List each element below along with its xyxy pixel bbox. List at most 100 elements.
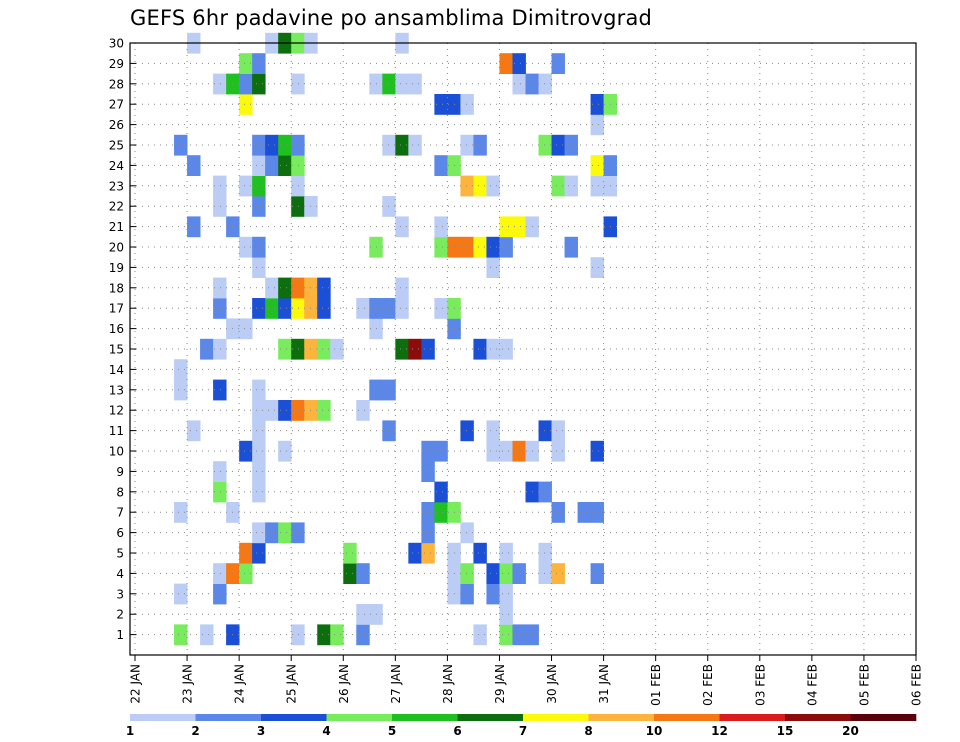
heat-cell [473, 338, 487, 360]
heat-cell [291, 175, 305, 197]
heat-cell [499, 236, 513, 258]
heat-cell [265, 277, 279, 299]
heat-cell [395, 338, 409, 360]
heat-cell [512, 53, 526, 74]
heat-cell [291, 73, 305, 95]
heat-cell [239, 175, 253, 197]
y-tick-label: 15 [109, 343, 124, 357]
x-tick-label: 30 JAN [545, 664, 559, 704]
heat-cell [486, 563, 500, 584]
heat-cell [187, 216, 201, 238]
heat-cell [538, 73, 552, 95]
x-tick-label: 28 JAN [441, 664, 455, 704]
heat-cell [213, 73, 227, 95]
colorbar-swatch [326, 714, 393, 721]
heat-cell [499, 338, 513, 360]
chart-title: GEFS 6hr padavine po ansamblima Dimitrov… [130, 6, 653, 30]
colorbar-swatch [850, 714, 917, 721]
heat-cell [174, 134, 188, 156]
heat-cell [213, 175, 227, 197]
heat-cell [252, 400, 266, 421]
heat-cell [460, 175, 474, 197]
y-axis: 1234567891011121314151617181920212223242… [109, 37, 136, 642]
heat-cell [382, 73, 396, 95]
heat-cell [252, 481, 266, 503]
heat-cell [239, 53, 253, 74]
heat-cell [291, 522, 305, 544]
heat-cell [291, 196, 305, 217]
heat-cell [174, 379, 188, 401]
heat-cell [291, 624, 305, 646]
heat-cell [395, 134, 409, 156]
heat-cell [278, 440, 292, 462]
heat-cell [460, 522, 474, 544]
heat-cell [486, 420, 500, 442]
heat-cell [213, 196, 227, 217]
heat-cell [434, 94, 448, 115]
heat-cell [239, 318, 253, 340]
heat-cell [200, 624, 214, 646]
heat-cell [278, 277, 292, 299]
heat-cell [421, 502, 435, 523]
colorbar-swatch [654, 714, 720, 721]
heat-cell [551, 440, 565, 462]
heat-cell [473, 175, 487, 197]
x-tick-label: 06 FEB [910, 664, 924, 706]
heat-cell [213, 583, 227, 605]
y-tick-label: 5 [116, 547, 124, 561]
heat-cell [473, 134, 487, 156]
heat-cell [330, 338, 344, 360]
colorbar-swatch [785, 714, 851, 721]
heat-cell [252, 257, 266, 278]
y-tick-label: 8 [116, 485, 124, 499]
heat-cell [460, 583, 474, 605]
heat-cell [200, 338, 214, 360]
heat-cell [551, 175, 565, 197]
heat-cell [213, 481, 227, 503]
heat-cell [395, 73, 409, 95]
heat-cell [265, 155, 279, 176]
heat-cell [252, 196, 266, 217]
y-tick-label: 23 [109, 179, 124, 193]
heat-cell [265, 134, 279, 156]
heat-cell [252, 175, 266, 197]
colorbar-swatch [261, 714, 327, 721]
heat-cell [590, 155, 604, 176]
y-tick-label: 1 [116, 628, 124, 642]
y-tick-label: 7 [116, 506, 124, 520]
y-tick-label: 3 [116, 587, 124, 601]
heat-cell [278, 338, 292, 360]
heat-cell [421, 522, 435, 544]
y-tick-label: 27 [109, 98, 124, 112]
heat-cell [551, 502, 565, 523]
y-tick-label: 21 [109, 220, 124, 234]
heat-cell [538, 563, 552, 584]
colorbar-swatch [195, 714, 262, 721]
heat-cell [590, 94, 604, 115]
y-tick-label: 20 [109, 241, 124, 255]
heat-cell [499, 583, 513, 605]
heat-cell [486, 236, 500, 258]
heat-cell [590, 257, 604, 278]
heat-cell [252, 236, 266, 258]
y-tick-label: 9 [116, 465, 124, 479]
heat-cell [239, 94, 253, 115]
heat-cell [330, 624, 344, 646]
heat-cell [473, 624, 487, 646]
heat-cell [239, 73, 253, 95]
heat-cell [512, 624, 526, 646]
heat-cell [239, 542, 253, 564]
colorbar-swatch [588, 714, 655, 721]
y-tick-label: 18 [109, 281, 124, 295]
colorbar-tick-label: 3 [257, 724, 265, 738]
colorbar-tick-label: 2 [191, 724, 199, 738]
heat-cell [460, 236, 474, 258]
y-tick-label: 26 [109, 118, 124, 132]
heat-cell [486, 175, 500, 197]
heat-cell [512, 73, 526, 95]
heat-cell [408, 73, 422, 95]
x-tick-label: 04 FEB [805, 664, 819, 706]
heat-cell [174, 583, 188, 605]
heat-cell [291, 338, 305, 360]
colorbar-tick-label: 10 [646, 724, 663, 738]
